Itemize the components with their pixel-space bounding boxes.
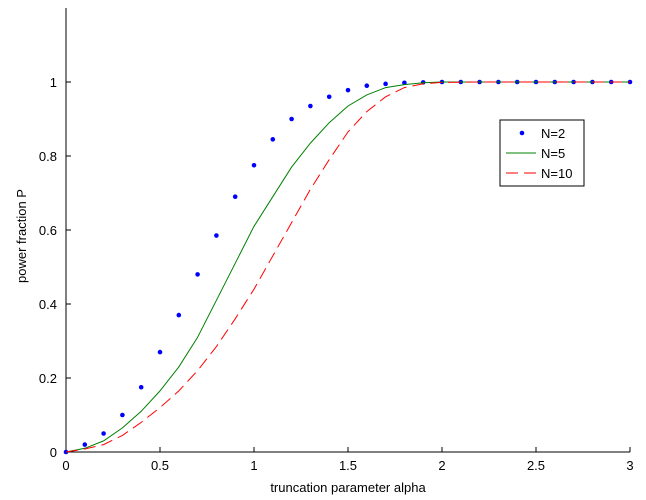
y-axis-title: power fraction P <box>14 189 29 283</box>
y-tick-label: 1 <box>50 75 57 90</box>
y-axis-ticks: 0 0.2 0.4 0.6 0.8 1 <box>39 75 71 460</box>
legend-label: N=5 <box>541 146 565 161</box>
series-point <box>157 349 163 355</box>
y-tick-label: 0.2 <box>39 371 57 386</box>
legend-marker <box>519 130 525 136</box>
legend: N=2 N=5 N=10 <box>499 119 585 187</box>
series-point <box>326 94 332 100</box>
x-axis-ticks: 0 0.5 1 1.5 2 2.5 3 <box>62 447 634 473</box>
series-line <box>65 81 630 453</box>
series-point <box>176 312 182 318</box>
series-point <box>402 80 407 86</box>
x-axis-title: truncation parameter alpha <box>270 480 426 495</box>
series-point <box>82 442 88 447</box>
x-tick-label: 2 <box>438 458 445 473</box>
x-tick-label: 0.5 <box>151 458 169 473</box>
series-point <box>101 431 106 436</box>
x-tick-label: 0 <box>62 458 69 473</box>
series-point <box>383 81 388 87</box>
y-tick-label: 0.6 <box>39 223 57 238</box>
series-point <box>270 137 276 142</box>
x-tick-label: 3 <box>626 458 633 473</box>
series-point <box>308 103 313 109</box>
x-tick-label: 2.5 <box>527 458 545 473</box>
x-tick-label: 1.5 <box>339 458 357 473</box>
y-tick-label: 0.8 <box>39 149 57 164</box>
series-point <box>232 194 238 199</box>
series-point <box>138 384 144 390</box>
series-point <box>195 272 200 277</box>
x-tick-label: 1 <box>250 458 257 473</box>
axes-frame <box>65 8 630 453</box>
plot-series <box>63 79 633 455</box>
series-point <box>345 87 351 93</box>
series-point <box>364 83 370 88</box>
series-point <box>214 233 219 238</box>
series-point <box>289 116 294 122</box>
series-point <box>251 162 257 168</box>
legend-label: N=10 <box>541 166 572 181</box>
y-tick-label: 0 <box>50 445 57 460</box>
y-tick-label: 0.4 <box>39 297 57 312</box>
legend-label: N=2 <box>541 126 565 141</box>
series-point <box>120 412 125 418</box>
